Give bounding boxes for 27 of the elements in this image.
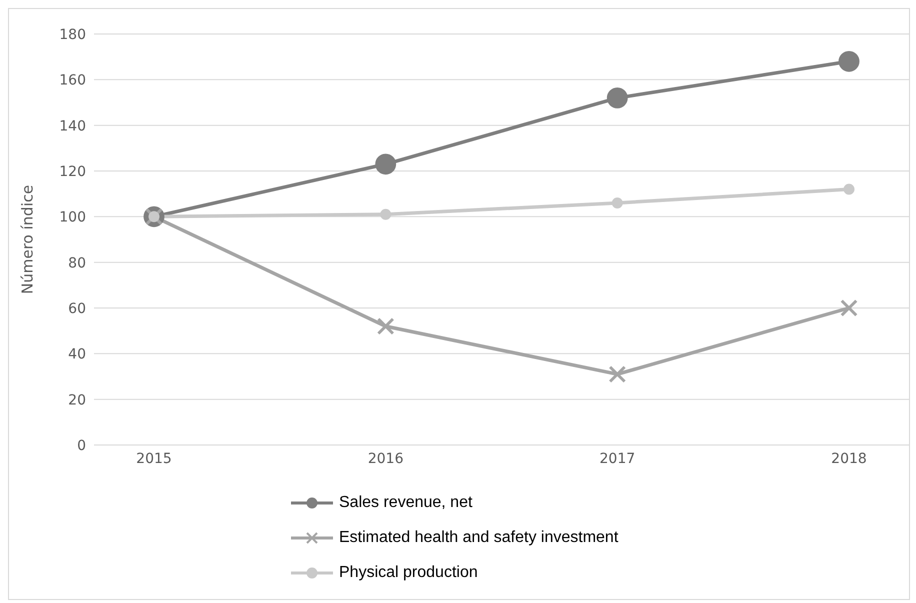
y-tick-label: 20 — [68, 392, 86, 408]
y-tick-label: 120 — [59, 164, 86, 180]
x-tick-label: 2015 — [136, 450, 172, 467]
y-axis-title: Número índice — [18, 184, 36, 294]
y-tick-label: 180 — [59, 26, 86, 43]
x-tick-label: 2018 — [831, 450, 867, 467]
point — [376, 318, 394, 335]
y-tick-label: 80 — [68, 255, 86, 272]
x-tick-label: 2016 — [368, 450, 404, 467]
point — [375, 154, 396, 175]
point — [838, 50, 860, 72]
point — [612, 197, 623, 208]
legend-label: Estimated health and safety investment — [339, 528, 618, 546]
point — [844, 184, 854, 195]
y-tick-label: 40 — [68, 346, 86, 363]
point — [380, 208, 392, 220]
y-tick-label: 140 — [59, 118, 86, 134]
point — [840, 299, 858, 317]
y-tick-label: 160 — [59, 72, 86, 89]
y-tick-label: 60 — [68, 300, 86, 317]
legend-label: Sales revenue, net — [339, 494, 472, 512]
legend-label: Physical production — [339, 564, 478, 582]
y-tick-label: 0 — [77, 438, 86, 454]
point — [606, 87, 628, 108]
y-tick-label: 100 — [59, 210, 86, 226]
x-tick-label: 2017 — [600, 450, 636, 467]
point — [608, 366, 626, 383]
